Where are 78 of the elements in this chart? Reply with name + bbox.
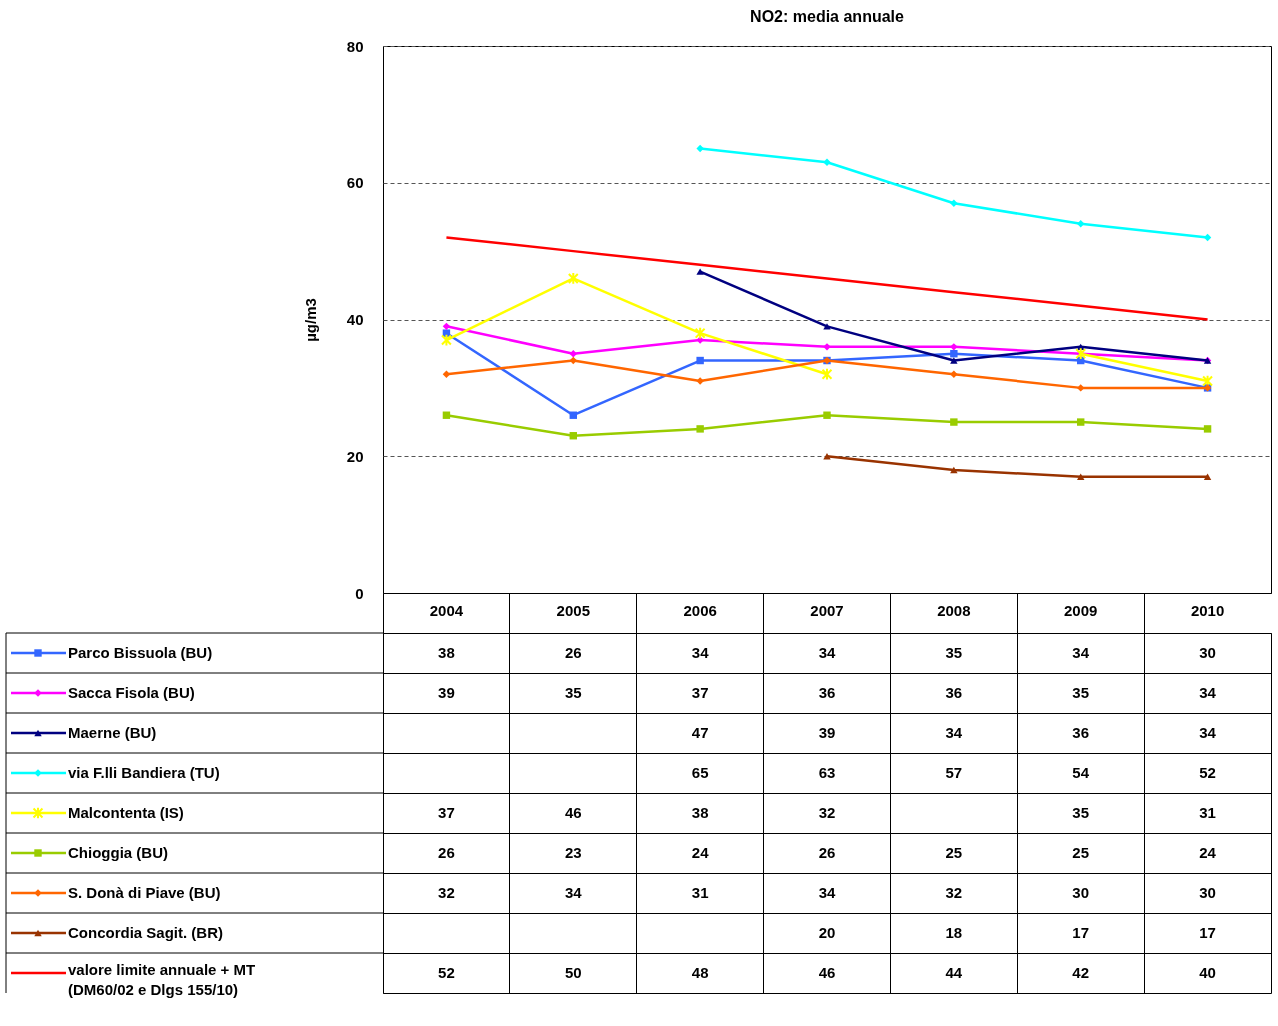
data-label: 17 bbox=[1199, 924, 1216, 941]
data-label: 30 bbox=[1199, 644, 1216, 661]
data-label: 37 bbox=[438, 804, 455, 821]
data-label: 31 bbox=[1199, 804, 1216, 821]
data-label: 34 bbox=[691, 644, 710, 661]
y-tick-label: 40 bbox=[346, 311, 364, 328]
legend-label: Malcontenta (IS) bbox=[68, 804, 184, 821]
data-label: 34 bbox=[818, 884, 836, 901]
data-label: 47 bbox=[691, 724, 709, 741]
data-label: 35 bbox=[1072, 684, 1090, 701]
data-label: 34 bbox=[945, 724, 963, 741]
data-label: 24 bbox=[1199, 844, 1217, 861]
x-tick-label: 2006 bbox=[683, 601, 717, 619]
data-label: 46 bbox=[564, 804, 582, 821]
data-label: 39 bbox=[438, 684, 455, 701]
data-label: 52 bbox=[1199, 764, 1216, 781]
data-label: 44 bbox=[945, 964, 963, 981]
legend-label: Concordia Sagit. (BR) bbox=[68, 924, 224, 941]
data-label: 39 bbox=[818, 724, 836, 741]
data-label: 35 bbox=[945, 644, 963, 661]
data-label: 24 bbox=[691, 844, 710, 861]
data-label: 26 bbox=[438, 844, 455, 861]
data-label: 52 bbox=[438, 964, 455, 981]
data-label: 57 bbox=[945, 764, 963, 781]
x-tick-label: 2004 bbox=[429, 601, 464, 619]
data-label: 40 bbox=[1199, 964, 1216, 981]
data-label: 48 bbox=[691, 964, 709, 981]
legend-label: Maerne (BU) bbox=[68, 724, 157, 741]
data-label: 38 bbox=[691, 804, 709, 821]
data-label: 54 bbox=[1072, 764, 1090, 781]
data-label: 34 bbox=[818, 644, 836, 661]
data-label: 63 bbox=[818, 764, 836, 781]
data-label: 34 bbox=[1072, 644, 1090, 661]
data-label: 34 bbox=[564, 884, 583, 901]
data-label: 65 bbox=[691, 764, 709, 781]
x-tick-label: 2005 bbox=[556, 601, 590, 619]
data-label: 26 bbox=[564, 644, 582, 661]
y-tick-label: 0 bbox=[355, 584, 364, 602]
data-label: 37 bbox=[691, 684, 709, 701]
x-tick-label: 2007 bbox=[810, 601, 844, 619]
data-label: 36 bbox=[945, 684, 963, 701]
data-label: 31 bbox=[691, 884, 709, 901]
data-label: 46 bbox=[818, 964, 836, 981]
data-label: 30 bbox=[1199, 884, 1216, 901]
data-label: 30 bbox=[1072, 884, 1090, 901]
data-label: 23 bbox=[564, 844, 582, 861]
data-label: 35 bbox=[1072, 804, 1090, 821]
y-tick-label: 20 bbox=[346, 447, 364, 465]
x-tick-label: 2009 bbox=[1064, 601, 1098, 619]
x-tick-label: 2010 bbox=[1190, 601, 1225, 619]
data-label: 42 bbox=[1072, 964, 1090, 981]
data-label: 20 bbox=[818, 924, 836, 941]
legend-label: valore limite annuale + MT (DM60/02 e Dlgs 155/10) bbox=[68, 961, 256, 998]
data-label: 18 bbox=[945, 924, 963, 941]
data-label: 38 bbox=[438, 644, 455, 661]
data-label: 36 bbox=[818, 684, 836, 701]
chart-title: NO2: media annuale bbox=[750, 8, 905, 25]
legend-label: Sacca Fisola (BU) bbox=[68, 684, 195, 701]
y-tick-label: 60 bbox=[346, 174, 364, 192]
legend-label: Chioggia (BU) bbox=[68, 844, 168, 861]
data-label: 35 bbox=[564, 684, 582, 701]
x-tick-label: 2008 bbox=[937, 601, 971, 619]
legend-label: Parco Bissuola (BU) bbox=[68, 644, 213, 661]
legend-label: S. Donà di Piave (BU) bbox=[68, 884, 221, 901]
data-label: 32 bbox=[945, 884, 963, 901]
data-label: 17 bbox=[1072, 924, 1090, 941]
data-label: 34 bbox=[1199, 724, 1217, 741]
data-label: 26 bbox=[818, 844, 836, 861]
y-axis-title: µg/m3 bbox=[301, 298, 319, 342]
data-label: 34 bbox=[1199, 684, 1217, 701]
data-label: 25 bbox=[1072, 844, 1090, 861]
data-label: 25 bbox=[945, 844, 963, 861]
legend-label: via F.lli Bandiera (TU) bbox=[68, 764, 220, 781]
data-label: 32 bbox=[438, 884, 455, 901]
y-tick-label: 80 bbox=[346, 37, 364, 55]
data-label: 50 bbox=[564, 964, 582, 981]
data-label: 36 bbox=[1072, 724, 1090, 741]
data-label: 32 bbox=[818, 804, 836, 821]
